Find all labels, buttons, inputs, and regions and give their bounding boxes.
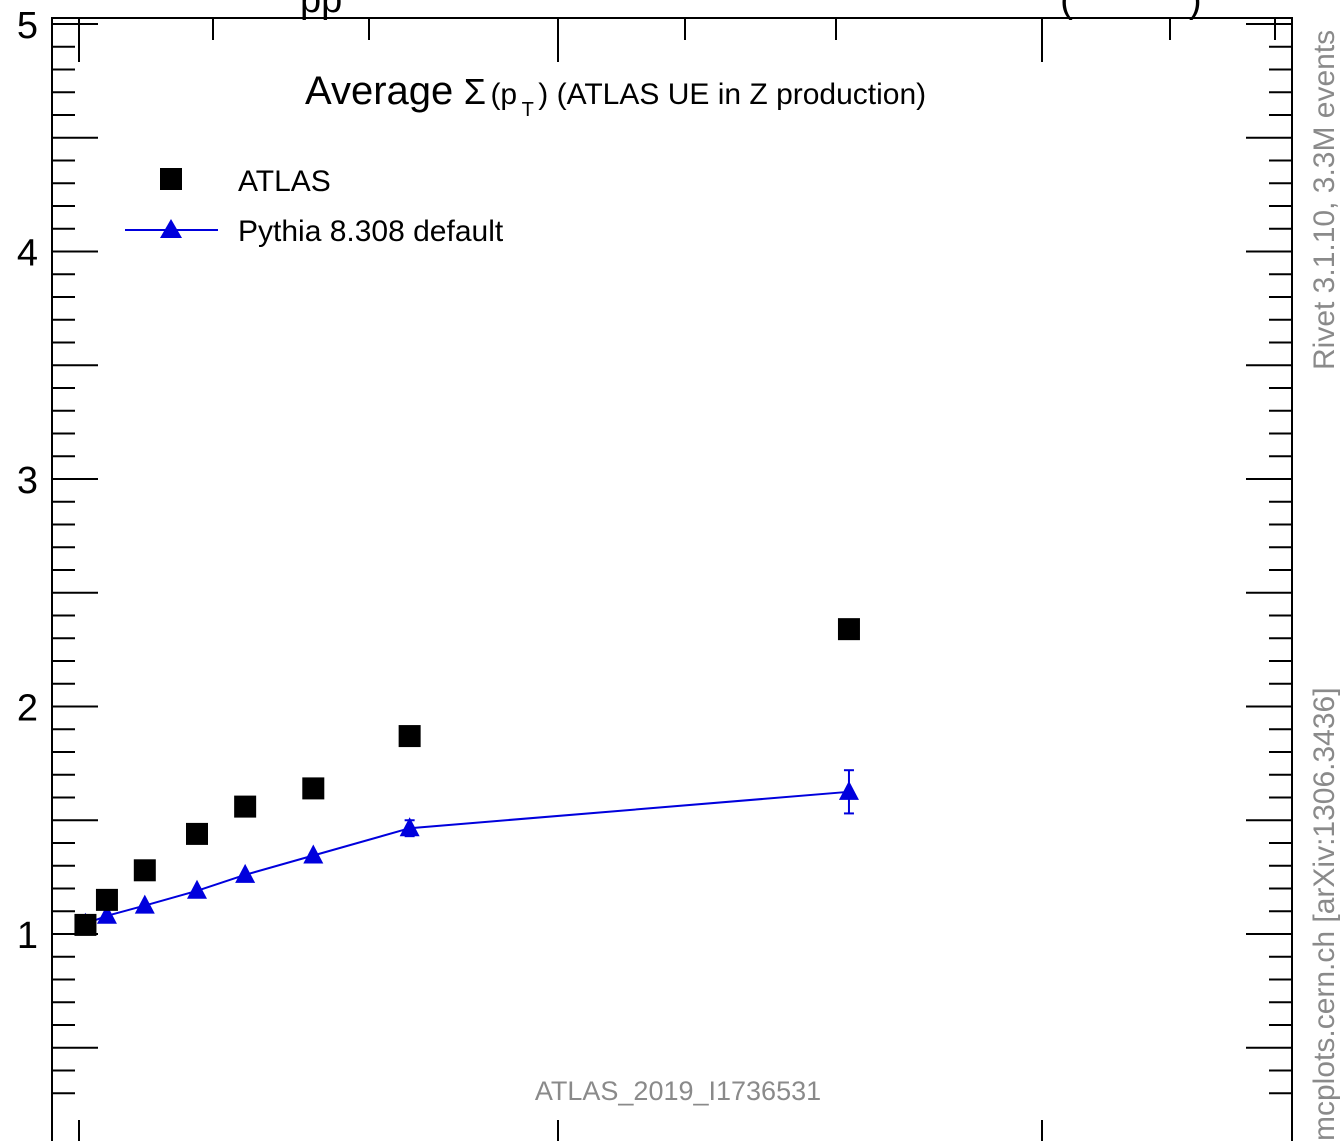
pythia-line (85, 790, 850, 925)
plot-frame (51, 17, 1293, 1141)
pythia-point (399, 817, 420, 837)
cropped-top-heading: pp ( ) (300, 0, 1202, 21)
legend-label-pythia: Pythia 8.308 default (238, 215, 504, 248)
y-tick-label: 5 (17, 5, 38, 47)
atlas-point (398, 725, 421, 748)
atlas-point (74, 913, 97, 936)
pythia-point (187, 879, 207, 899)
legend-marker-pythia (160, 219, 182, 238)
pythia-point (235, 863, 256, 883)
y-tick-label: 4 (17, 233, 38, 275)
atlas-point (133, 859, 156, 882)
analysis-label: ATLAS_2019_I1736531 (535, 1076, 821, 1106)
legend-label-atlas: ATLAS (238, 165, 331, 198)
chart-title-prefix: Average (305, 69, 453, 113)
chart-title-symbol: Σ (464, 71, 486, 112)
y-tick-label: 3 (17, 460, 38, 502)
chart-title-rest: ) (ATLAS UE in Z production) (538, 78, 926, 111)
side-label-rivet: Rivet 3.1.10, 3.3M events (1308, 30, 1341, 370)
y-tick-labels: 1 2 3 4 5 (17, 5, 38, 957)
pythia-point (838, 780, 859, 800)
legend-marker-atlas (160, 168, 182, 190)
pythia-point (134, 894, 155, 914)
series-atlas (74, 618, 860, 936)
pythia-point (96, 904, 117, 924)
pythia-point (303, 844, 324, 864)
legend: ATLAS Pythia 8.308 default (125, 165, 504, 248)
chart-title-subscript: T (522, 99, 534, 121)
y-tick-label: 2 (17, 688, 38, 730)
chart-title: Average Σ (p T ) (ATLAS UE in Z producti… (305, 69, 926, 121)
atlas-point (95, 888, 118, 911)
chart-title-open: (p (490, 78, 517, 111)
atlas-point (234, 795, 257, 818)
series-pythia (75, 769, 859, 932)
atlas-point (837, 618, 860, 641)
atlas-point (302, 777, 325, 800)
side-label-mcplots: mcplots.cern.ch [arXiv:1306.3436] (1308, 687, 1341, 1141)
axis-ticks (52, 18, 1292, 1141)
atlas-point (186, 822, 208, 845)
y-tick-label: 1 (17, 915, 38, 957)
